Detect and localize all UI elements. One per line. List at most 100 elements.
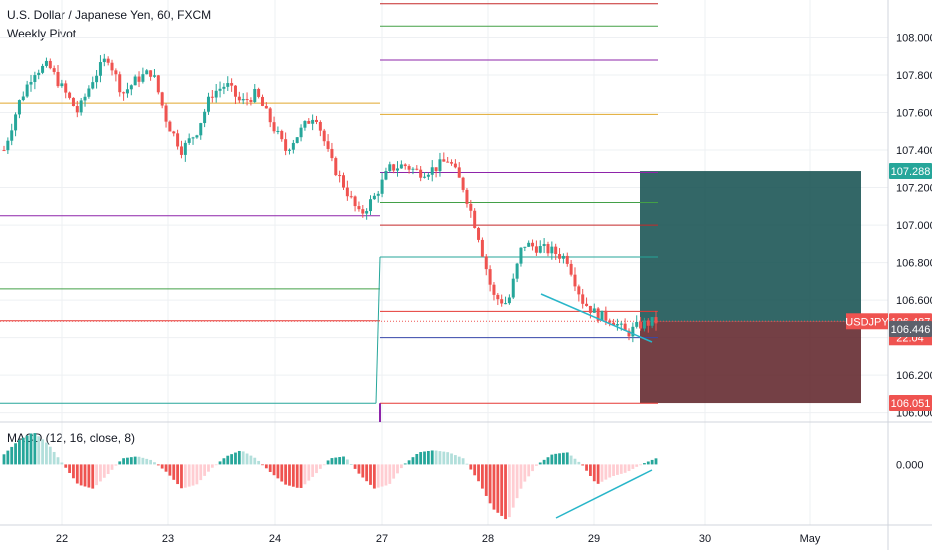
candle-body [399, 164, 403, 169]
candle-body [608, 320, 612, 323]
macd-bar [129, 457, 133, 465]
macd-bar [500, 464, 504, 516]
time-tick-label: 29 [588, 533, 600, 545]
macd-bar [407, 460, 411, 465]
macd-bar [349, 464, 353, 465]
candle-body [287, 149, 291, 151]
macd-bar [365, 464, 369, 482]
candle-body [550, 246, 554, 254]
macd-bar [133, 456, 137, 465]
macd-bar [654, 458, 658, 465]
candle-body [338, 175, 342, 177]
macd-bar [639, 464, 642, 466]
candle-body [98, 62, 102, 76]
macd-bar [280, 464, 284, 482]
candle-body [384, 171, 388, 180]
candle-body [187, 138, 191, 143]
candle-body [361, 209, 365, 214]
macd-bar [577, 461, 581, 465]
macd-bar [234, 452, 237, 465]
macd-bar [596, 464, 600, 484]
candle-body [438, 159, 442, 172]
macd-bar [141, 457, 145, 465]
drawings [540, 293, 653, 519]
candle-body [210, 96, 214, 98]
macd-bar [372, 464, 376, 489]
macd-bar [573, 458, 577, 465]
macd-bar [353, 464, 357, 469]
candle-body [642, 320, 646, 329]
candle-body [534, 246, 538, 253]
macd-bar [299, 464, 303, 488]
cursor-price-tag-bg [889, 320, 932, 337]
candle-body [149, 70, 153, 77]
macd-zero-label: 0.000 [896, 459, 924, 471]
candle-body [554, 246, 558, 255]
macd-bar [268, 464, 272, 472]
macd-bar [450, 453, 453, 465]
macd-bar [33, 433, 37, 465]
candle-body [206, 96, 210, 112]
candle-body [392, 164, 396, 171]
macd-bar [457, 456, 461, 465]
macd-bar [145, 458, 149, 465]
candle-body [469, 203, 473, 211]
candle-body [307, 121, 311, 124]
candle-body [253, 88, 257, 102]
candle-body [415, 168, 419, 170]
macd-bar [2, 454, 6, 465]
macd-bar [492, 464, 496, 510]
macd-bar [388, 464, 392, 484]
time-tick-label: 30 [699, 533, 711, 545]
macd-bar [465, 463, 469, 465]
macd-bar [226, 455, 230, 465]
macd-bar [592, 464, 596, 482]
macd-bar [519, 464, 523, 489]
macd-bar [403, 463, 407, 465]
candle-body [426, 174, 430, 177]
candle-body [41, 65, 45, 73]
macd-bar [581, 464, 585, 466]
macd-bar [79, 464, 83, 486]
macd-bar [473, 464, 477, 476]
candle-body [260, 96, 264, 106]
candle-body [631, 326, 635, 337]
macd-bar [542, 459, 546, 465]
macd-bar [311, 464, 315, 477]
candle-body [461, 177, 465, 190]
price-tick-label: 106.600 [896, 295, 932, 307]
macd-bar [272, 464, 276, 476]
macd-bar [187, 464, 191, 487]
macd-bar [446, 452, 450, 465]
candle-body [276, 130, 280, 132]
macd-histogram [2, 433, 658, 520]
candle-body [654, 317, 658, 324]
candle-body [500, 299, 504, 304]
candle-body [71, 97, 75, 107]
macd-bar [75, 464, 79, 484]
candle-body [311, 119, 315, 124]
candle-body [596, 308, 600, 321]
candle-body [588, 305, 592, 313]
candle-body [314, 119, 318, 122]
price-tick-label: 107.600 [896, 108, 932, 120]
macd-bar [334, 457, 338, 465]
macd-bar [102, 464, 106, 478]
candle-body [569, 263, 573, 275]
candle-body [369, 199, 373, 212]
candle-body [87, 88, 91, 97]
candle-body [423, 176, 427, 178]
macd-bar [64, 464, 68, 468]
candle-body [199, 123, 203, 136]
candle-body [145, 70, 149, 75]
macd-bar [643, 463, 646, 465]
macd-bar [569, 455, 573, 465]
macd-bar [37, 436, 41, 465]
candle-body [102, 58, 106, 63]
candle-body [457, 167, 461, 178]
candle-body [538, 246, 542, 253]
macd-bar [183, 464, 187, 488]
macd-bar [604, 464, 608, 480]
